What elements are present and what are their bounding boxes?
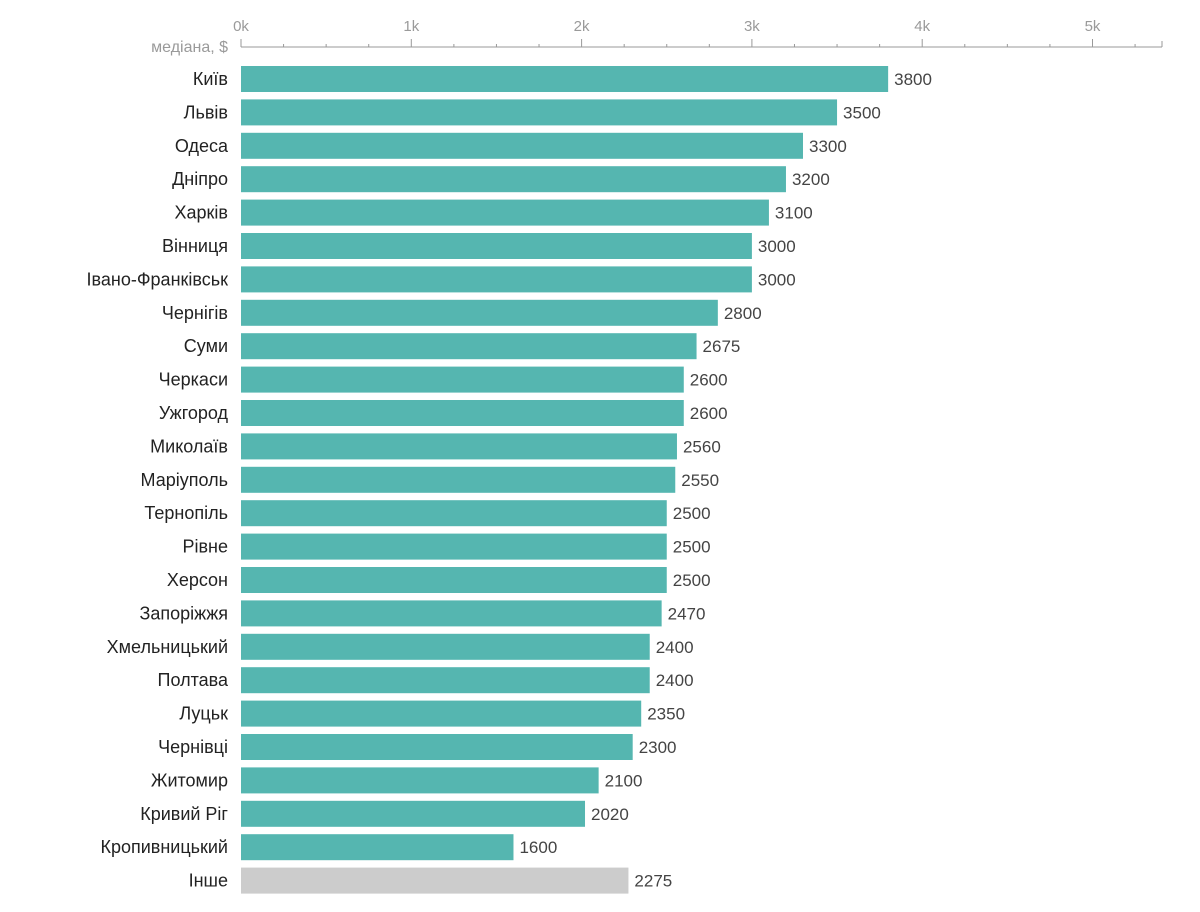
bar bbox=[241, 500, 667, 527]
bar bbox=[241, 400, 684, 426]
x-tick-label: 1k bbox=[403, 18, 419, 35]
bar bbox=[241, 166, 786, 193]
category-label: Чернівці bbox=[158, 737, 228, 757]
x-tick-label: 2k bbox=[574, 18, 590, 35]
category-label: Одеса bbox=[175, 136, 229, 156]
bar bbox=[241, 567, 667, 593]
x-tick-label: 3k bbox=[744, 18, 760, 35]
value-label: 2560 bbox=[683, 437, 721, 456]
x-tick-label: 5k bbox=[1085, 18, 1101, 35]
value-label: 2600 bbox=[690, 404, 728, 423]
bar-other bbox=[241, 867, 629, 894]
value-label: 2500 bbox=[673, 538, 711, 557]
value-label: 2675 bbox=[703, 337, 741, 356]
value-label: 2275 bbox=[634, 872, 672, 891]
x-axis: 0k 1k 2k 3k 4k 5k медіана, $ bbox=[151, 18, 1163, 56]
category-label: Кропивницький bbox=[100, 837, 228, 857]
category-label: Хмельницький bbox=[107, 637, 228, 657]
bar bbox=[241, 132, 803, 159]
category-label: Івано-Франківськ bbox=[87, 269, 229, 289]
bar bbox=[241, 767, 599, 794]
category-label: Харків bbox=[175, 203, 228, 223]
bar bbox=[241, 366, 684, 393]
value-label: 3000 bbox=[758, 270, 796, 289]
value-label: 1600 bbox=[519, 838, 557, 857]
bars bbox=[241, 66, 889, 894]
bar bbox=[241, 433, 677, 460]
bar bbox=[241, 66, 889, 92]
bar bbox=[241, 700, 642, 727]
bar bbox=[241, 834, 514, 861]
category-label: Маріуполь bbox=[141, 470, 228, 490]
bar bbox=[241, 299, 718, 326]
category-label: Дніпро bbox=[172, 169, 228, 189]
bar bbox=[241, 333, 697, 360]
value-label: 3500 bbox=[843, 103, 881, 122]
category-label: Чернігів bbox=[162, 303, 228, 323]
x-tick-label: 4k bbox=[914, 18, 930, 35]
value-label: 2800 bbox=[724, 304, 762, 323]
category-label: Тернопіль bbox=[144, 503, 228, 523]
value-label: 2020 bbox=[591, 805, 629, 824]
bar bbox=[241, 266, 752, 293]
category-label: Вінниця bbox=[162, 236, 228, 256]
category-label: Ужгород bbox=[159, 403, 229, 423]
bar bbox=[241, 466, 676, 493]
category-label: Кривий Ріг bbox=[140, 804, 228, 824]
category-label: Запоріжжя bbox=[140, 603, 228, 623]
value-label: 2500 bbox=[673, 504, 711, 523]
category-label: Київ bbox=[193, 69, 228, 89]
category-label: Миколаїв bbox=[150, 436, 228, 456]
category-label: Черкаси bbox=[159, 370, 228, 390]
x-tick-label: 0k bbox=[233, 18, 249, 35]
value-label: 2600 bbox=[690, 371, 728, 390]
value-label: 2470 bbox=[668, 604, 706, 623]
value-label: 3300 bbox=[809, 137, 847, 156]
bar bbox=[241, 233, 752, 259]
category-label: Житомир bbox=[151, 770, 228, 790]
bar bbox=[241, 667, 650, 694]
bar bbox=[241, 600, 662, 627]
bar bbox=[241, 533, 667, 560]
axis-title: медіана, $ bbox=[151, 39, 228, 56]
value-label: 3200 bbox=[792, 170, 830, 189]
value-label: 3800 bbox=[894, 70, 932, 89]
bar bbox=[241, 99, 838, 126]
bar bbox=[241, 800, 586, 827]
category-label: Луцьк bbox=[179, 704, 228, 724]
category-label: Рівне bbox=[182, 537, 228, 557]
category-label: Львів bbox=[184, 102, 228, 122]
value-label: 2500 bbox=[673, 571, 711, 590]
bar bbox=[241, 633, 650, 660]
labels: Київ 3800 Львів 3500 Одеса 3300 Дніпро 3200 Харк… bbox=[87, 69, 932, 891]
category-label: Херсон bbox=[167, 570, 228, 590]
value-label: 2400 bbox=[656, 638, 694, 657]
value-label: 2100 bbox=[605, 771, 643, 790]
value-label: 2400 bbox=[656, 671, 694, 690]
category-label: Суми bbox=[184, 336, 228, 356]
category-label: Інше bbox=[189, 871, 228, 891]
bar bbox=[241, 199, 769, 226]
category-label: Полтава bbox=[158, 670, 229, 690]
bar bbox=[241, 734, 633, 760]
value-label: 3100 bbox=[775, 204, 813, 223]
value-label: 2300 bbox=[639, 738, 677, 757]
value-label: 2350 bbox=[647, 705, 685, 724]
value-label: 3000 bbox=[758, 237, 796, 256]
value-label: 2550 bbox=[681, 471, 719, 490]
